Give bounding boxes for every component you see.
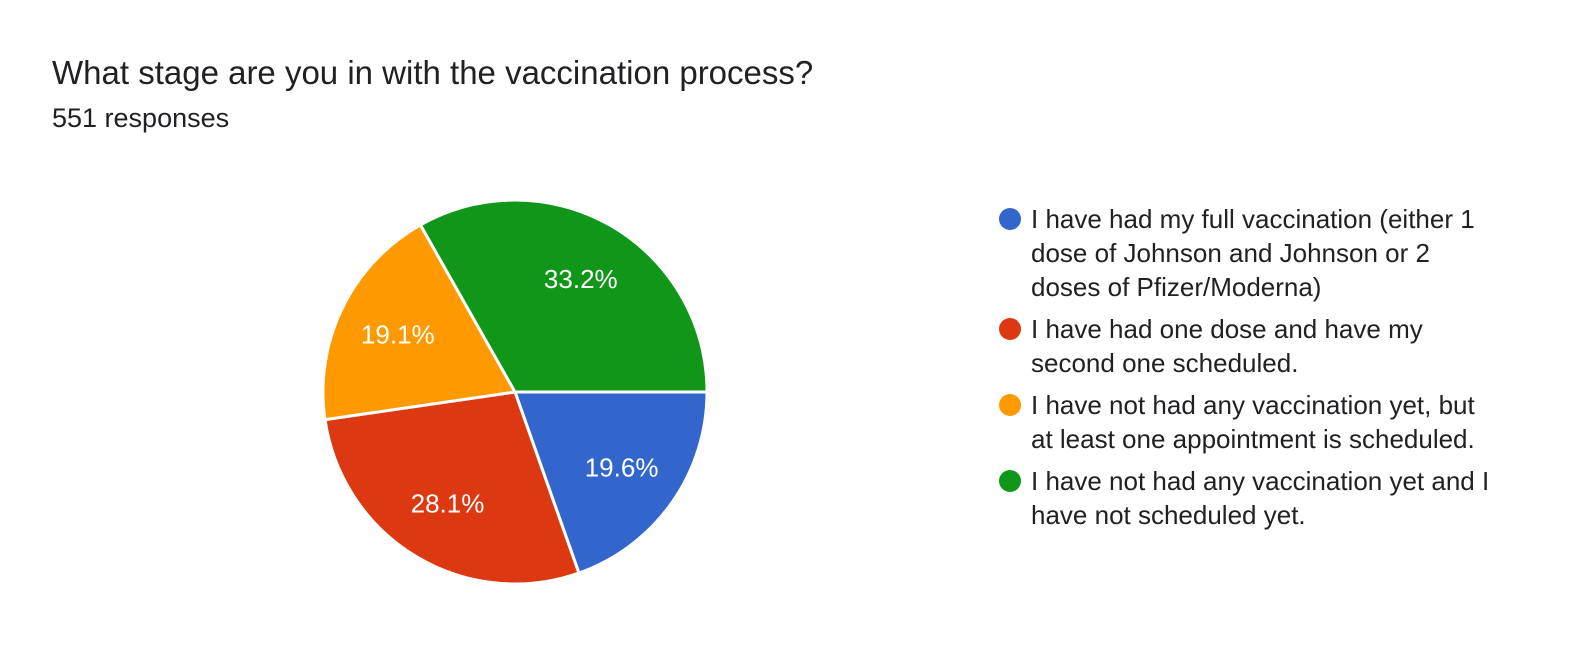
slice-percent-label: 19.1% — [361, 320, 435, 350]
pie-slice-2[interactable] — [321, 223, 517, 422]
legend-color-swatch — [999, 394, 1021, 416]
legend-label: I have not had any vaccination yet and I… — [1031, 466, 1490, 530]
legend-item-0: I have had my full vaccination (either 1… — [999, 202, 1496, 304]
slice-percent-label: 19.6% — [585, 452, 659, 482]
chart-legend: I have had my full vaccination (either 1… — [999, 202, 1496, 532]
response-count: 551 responses — [52, 103, 230, 133]
pie-chart: 19.6% 28.1% 19.1% 33.2% — [305, 182, 725, 602]
legend-item-1: I have had one dose and have my second o… — [999, 312, 1496, 380]
legend-item-3: I have not had any vaccination yet and I… — [999, 464, 1496, 532]
pie-chart-svg: 19.6% 28.1% 19.1% 33.2% — [321, 198, 709, 586]
legend-label: I have had one dose and have my second o… — [1031, 314, 1423, 378]
legend-color-swatch — [999, 208, 1021, 230]
legend-color-swatch — [999, 470, 1021, 492]
slice-percent-label: 33.2% — [544, 264, 618, 294]
question-title: What stage are you in with the vaccinati… — [52, 54, 814, 91]
pie-slice-3[interactable] — [418, 198, 709, 394]
slice-percent-label: 28.1% — [411, 489, 485, 519]
legend-label: I have had my full vaccination (either 1… — [1031, 204, 1475, 302]
pie-slice-1[interactable] — [323, 390, 581, 586]
legend-label: I have not had any vaccination yet, but … — [1031, 390, 1475, 454]
legend-item-2: I have not had any vaccination yet, but … — [999, 388, 1496, 456]
legend-color-swatch — [999, 318, 1021, 340]
